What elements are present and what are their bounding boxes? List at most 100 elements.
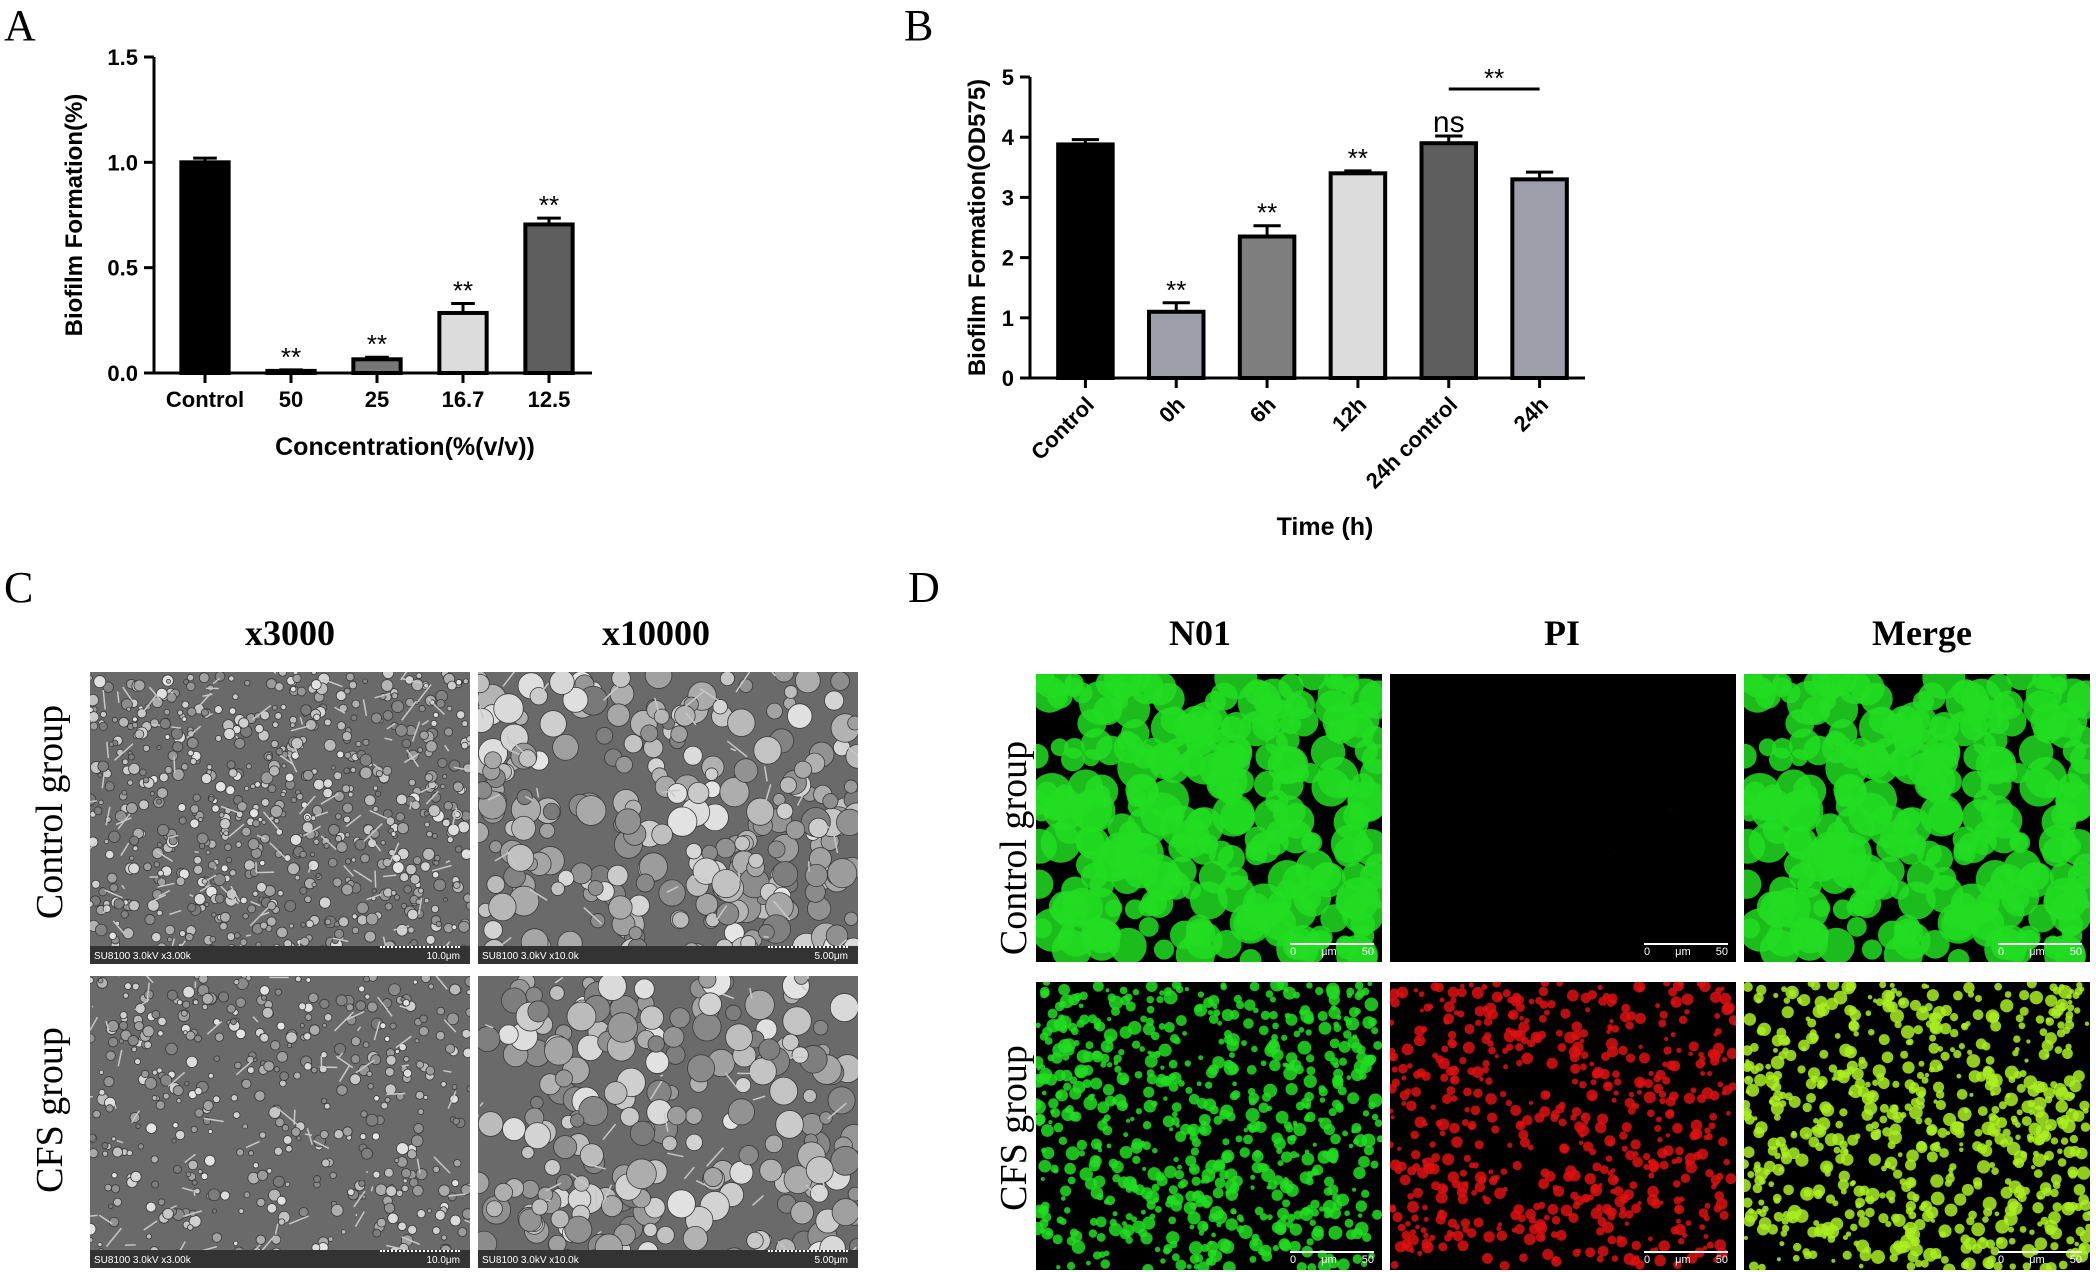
fluorescent-cluster xyxy=(1523,1233,1536,1246)
fluorescent-cluster xyxy=(1199,1126,1208,1135)
sem-fiber xyxy=(332,937,349,943)
sem-particle xyxy=(432,1165,440,1174)
sem-particle xyxy=(830,1145,858,1176)
sem-particle xyxy=(643,1222,658,1237)
fluorescent-cluster xyxy=(2023,690,2059,726)
fluorescent-cluster xyxy=(1351,1227,1363,1240)
fluorescent-cluster xyxy=(1833,1146,1841,1154)
sem-fiber xyxy=(245,1140,260,1149)
fluorescent-cluster xyxy=(1198,1055,1204,1061)
sem-particle xyxy=(412,979,418,985)
fluorescent-cluster xyxy=(1113,732,1145,764)
fluorescent-cluster xyxy=(1499,1090,1507,1098)
sem-particle xyxy=(151,1180,160,1189)
bar xyxy=(1328,171,1388,380)
fluorescent-cluster xyxy=(1372,1209,1382,1220)
fluorescent-cluster xyxy=(1086,1260,1091,1266)
sem-particle xyxy=(417,887,424,894)
fluorescent-cluster xyxy=(1607,1170,1614,1176)
sem-particle xyxy=(275,828,283,836)
sem-particle xyxy=(186,707,197,717)
fluorescent-cluster xyxy=(1614,1078,1622,1086)
sem-fiber xyxy=(353,869,373,883)
fluorescent-cluster xyxy=(1390,1115,1395,1120)
sem-particle xyxy=(120,910,129,919)
sem-particle xyxy=(279,1079,287,1088)
fluorescent-cluster xyxy=(1130,1116,1135,1122)
sem-particle xyxy=(166,989,178,1001)
fluorescent-cluster xyxy=(1626,1011,1637,1021)
fluorescent-cluster xyxy=(1282,1176,1289,1184)
fluorescent-cluster xyxy=(1848,1020,1860,1032)
sem-particle xyxy=(289,722,296,728)
sem-particle xyxy=(715,837,736,859)
sem-particle xyxy=(428,983,435,990)
fluorescent-cluster xyxy=(1419,1008,1424,1013)
fluorescent-cluster xyxy=(1559,1144,1569,1153)
sem-particle xyxy=(284,1181,291,1188)
sem-particle xyxy=(194,1187,201,1195)
fluorescent-cluster xyxy=(1709,1090,1720,1101)
fluorescent-cluster xyxy=(1329,1038,1340,1049)
fluorescent-cluster xyxy=(2019,1006,2029,1016)
fluorescent-cluster xyxy=(1421,1071,1431,1081)
fluorescent-cluster xyxy=(1560,1204,1573,1217)
fluorescent-cluster xyxy=(1985,1139,1993,1147)
fluorescent-cluster xyxy=(1432,1052,1438,1059)
fluorescent-cluster xyxy=(1074,1064,1089,1079)
fluorescent-cluster xyxy=(1337,1258,1350,1270)
fluorescent-cluster xyxy=(1260,1010,1271,1020)
sem-particle xyxy=(294,976,302,983)
fluorescent-cluster xyxy=(1208,1014,1219,1025)
sem-fiber xyxy=(320,793,339,805)
sem-particle xyxy=(436,1006,445,1016)
fluorescent-cluster xyxy=(1624,1210,1634,1219)
sem-particle xyxy=(557,869,575,887)
fluorescent-cluster xyxy=(1142,1263,1154,1270)
sem-fiber xyxy=(695,1180,709,1188)
sem-particle xyxy=(90,711,100,723)
fluorescent-cluster xyxy=(2022,1262,2031,1270)
sem-particle xyxy=(392,861,405,874)
sem-particle xyxy=(805,1156,834,1185)
fluorescent-cluster xyxy=(1825,1194,1836,1204)
sem-fiber xyxy=(451,807,458,826)
fluorescent-cluster xyxy=(1172,1111,1178,1118)
sem-particle xyxy=(105,1104,114,1113)
fluorescent-cluster xyxy=(1714,1013,1721,1019)
sem-particle xyxy=(304,814,310,820)
fluorescent-cluster xyxy=(1514,1224,1525,1235)
sem-fiber xyxy=(335,1055,354,1069)
fluorescent-cluster xyxy=(1812,1004,1826,1018)
sem-particle xyxy=(412,856,422,866)
sem-particle xyxy=(124,982,132,990)
fluorescent-cluster xyxy=(1557,1043,1567,1052)
fluorescent-cluster xyxy=(1147,1050,1152,1055)
fluorescent-cluster xyxy=(1460,1218,1471,1228)
sem-fiber xyxy=(158,889,171,898)
sem-particle xyxy=(320,1051,328,1059)
fluorescent-cluster xyxy=(1597,984,1603,990)
sem-particle xyxy=(524,1122,551,1150)
sem-particle xyxy=(323,1102,331,1110)
fluorescent-cluster xyxy=(1220,982,1227,989)
sem-particle xyxy=(156,909,163,917)
sem-particle xyxy=(226,932,236,941)
fluorescent-cluster xyxy=(1239,1147,1250,1158)
fluorescent-cluster xyxy=(1819,862,1851,895)
fluorescent-cluster xyxy=(1209,1206,1224,1220)
fluorescent-cluster xyxy=(2087,1210,2090,1216)
sem-particle xyxy=(418,705,426,713)
fluorescent-cluster xyxy=(1990,1020,2002,1032)
sem-particle xyxy=(298,1207,309,1218)
fluorescent-cluster xyxy=(1348,1006,1360,1018)
sem-fiber xyxy=(354,1211,366,1228)
sem-fiber xyxy=(401,700,417,721)
fluorescent-cluster xyxy=(1680,1173,1691,1183)
fluorescent-cluster xyxy=(1613,1090,1619,1096)
significance-label: ** xyxy=(1257,198,1277,228)
sem-particle xyxy=(187,749,194,757)
fluorescent-cluster xyxy=(1254,799,1289,835)
fluorescent-cluster xyxy=(1589,1061,1595,1067)
fluorescent-cluster xyxy=(2039,1262,2052,1270)
